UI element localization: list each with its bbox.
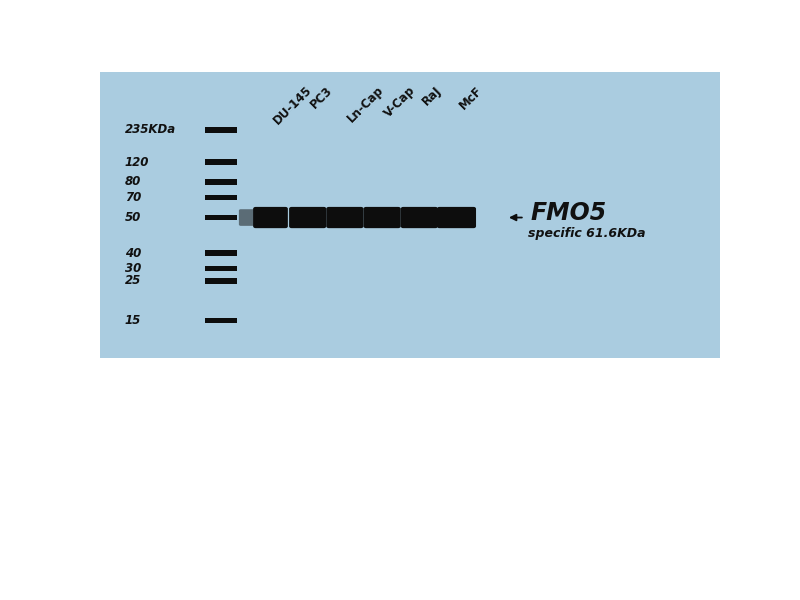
Text: FMO5: FMO5 — [531, 201, 607, 225]
Text: 50: 50 — [125, 211, 141, 224]
FancyBboxPatch shape — [239, 209, 267, 226]
Bar — [205, 127, 237, 133]
Text: 70: 70 — [125, 191, 141, 204]
Text: PC3: PC3 — [308, 83, 335, 111]
FancyBboxPatch shape — [401, 207, 438, 228]
Bar — [205, 266, 237, 271]
Text: 40: 40 — [125, 247, 141, 260]
Bar — [205, 179, 237, 185]
Text: McF: McF — [457, 83, 485, 112]
Text: V-Cap: V-Cap — [382, 83, 418, 120]
Bar — [205, 250, 237, 256]
Text: specific 61.6KDa: specific 61.6KDa — [528, 227, 646, 240]
Bar — [205, 318, 237, 323]
Text: 25: 25 — [125, 274, 141, 287]
FancyBboxPatch shape — [289, 207, 326, 228]
Bar — [205, 160, 237, 165]
FancyBboxPatch shape — [326, 207, 363, 228]
Text: 235KDa: 235KDa — [125, 123, 176, 136]
Text: 120: 120 — [125, 155, 149, 169]
FancyBboxPatch shape — [437, 207, 476, 228]
FancyBboxPatch shape — [363, 207, 401, 228]
Bar — [205, 215, 237, 220]
Text: 80: 80 — [125, 175, 141, 188]
Text: 30: 30 — [125, 262, 141, 275]
Text: 15: 15 — [125, 314, 141, 327]
FancyBboxPatch shape — [253, 207, 288, 228]
Bar — [100, 72, 720, 358]
Text: Ln-Cap: Ln-Cap — [345, 83, 386, 125]
Bar — [205, 278, 237, 284]
Text: RaJ: RaJ — [419, 83, 444, 108]
Bar — [205, 195, 237, 200]
Text: DU-145: DU-145 — [270, 83, 314, 127]
